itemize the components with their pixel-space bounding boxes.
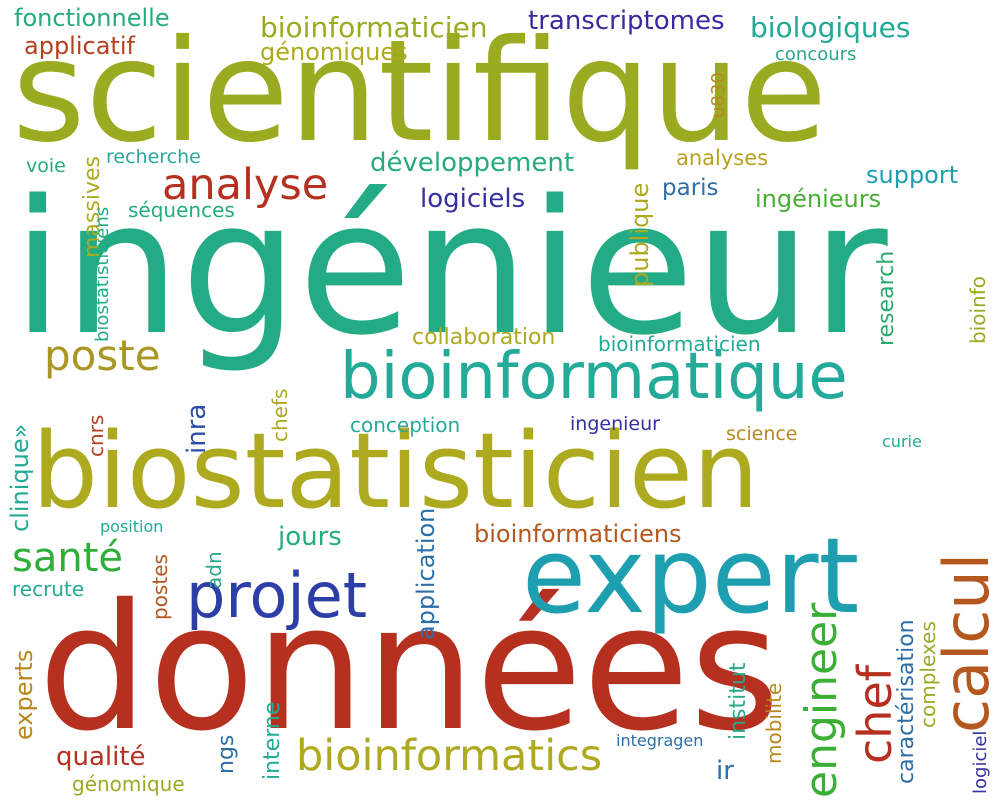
- word-chef-text: chef: [848, 665, 902, 764]
- word-analyses: analyses: [676, 146, 769, 170]
- word-integragen: integragen: [616, 731, 704, 750]
- word-concours: concours: [775, 44, 857, 65]
- word-expert: expert: [522, 515, 860, 637]
- word-chefs-text: chefs: [268, 388, 292, 442]
- word-genomique: génomique: [72, 772, 185, 796]
- word-fonctionnelle: fonctionnelle: [14, 4, 170, 32]
- word-complexes-text: complexes: [916, 621, 940, 728]
- word-recherche: recherche: [106, 146, 201, 168]
- word-bioinformatics: bioinformatics: [296, 731, 603, 781]
- word-bioinformaticiens: bioinformaticiens: [474, 520, 682, 548]
- word-recrute: recrute: [12, 577, 85, 601]
- word-research-text: research: [874, 250, 899, 346]
- word-sante: santé: [12, 535, 123, 581]
- word-mobilite-text: mobilite: [762, 682, 786, 764]
- word-ir: ir: [716, 756, 734, 786]
- word-institut-text: institut: [726, 662, 751, 740]
- word-voie: voie: [26, 155, 66, 177]
- word-bioinformatique: bioinformatique: [340, 340, 848, 414]
- word-scientifique: scientifique: [12, 10, 828, 174]
- word-support: support: [866, 161, 959, 189]
- word-caracterisation-text: caractérisation: [894, 619, 919, 784]
- word-interne-text: interne: [260, 701, 285, 780]
- word-collaboration: collaboration: [412, 325, 556, 350]
- word-postes-text: postes: [148, 554, 172, 620]
- word-conception: conception: [350, 413, 461, 437]
- word-biostatisticiens-text: biostatisticiens: [92, 206, 113, 342]
- word-curie: curie: [882, 432, 922, 451]
- word-ingenieur: ingénieur: [12, 160, 888, 376]
- word-ingenieur-small: ingenieur: [570, 413, 660, 435]
- word-poste: poste: [44, 331, 161, 380]
- word-ingenieurs: ingénieurs: [755, 185, 882, 213]
- word-clinique-text: clinique»: [6, 423, 34, 532]
- word-position: position: [100, 517, 164, 536]
- word-transcriptomes: transcriptomes: [528, 6, 725, 36]
- word-ngs-text: ngs: [214, 734, 239, 774]
- word-experts-text: experts: [10, 649, 38, 740]
- word-donnees: données: [38, 567, 781, 770]
- word-developpement: développement: [370, 148, 575, 178]
- word-biologiques: biologiques: [750, 11, 911, 44]
- word-analyse: analyse: [162, 160, 329, 210]
- word-logiciels: logiciels: [420, 184, 526, 214]
- word-bioinformaticien: bioinformaticien: [260, 11, 488, 44]
- word-calcul-text: calcul: [930, 553, 1000, 733]
- word-inra-text: inra: [182, 403, 212, 454]
- word-science: science: [726, 423, 798, 445]
- word-qualite: qualité: [56, 742, 146, 772]
- word-projet: projet: [186, 559, 368, 632]
- word-genomiques: génomiques: [260, 38, 408, 66]
- word-paris: paris: [662, 175, 719, 201]
- word-bioinformaticien-2: bioinformaticien: [598, 332, 761, 356]
- word-engineer-text: engineer: [796, 602, 847, 798]
- word-bioinfo-text: bioinfo: [966, 276, 990, 344]
- word-cnrs-text: cnrs: [84, 414, 108, 457]
- word-biostatisticien: biostatisticien: [32, 410, 759, 532]
- word-sequences: séquences: [128, 198, 235, 222]
- word-publique-text: publique: [626, 182, 654, 287]
- word-logiciel-text: logiciel: [970, 730, 991, 794]
- word-adn-text: adn: [202, 551, 226, 589]
- word-applicatif: applicatif: [24, 32, 135, 60]
- word-jours: jours: [278, 522, 342, 552]
- word-u830-text: u830: [708, 72, 729, 118]
- word-application-text: application: [412, 507, 440, 640]
